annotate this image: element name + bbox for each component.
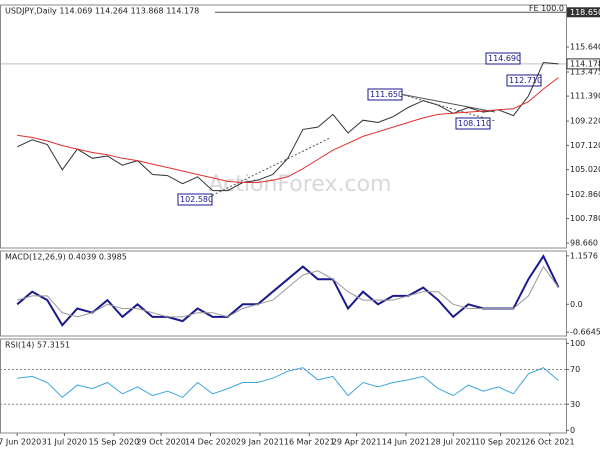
annotation-box bbox=[177, 193, 213, 206]
panel-title: USDJPY,Daily 114.069 114.264 113.868 114… bbox=[5, 7, 199, 16]
last-price-label: 114.178 bbox=[570, 59, 600, 68]
fe-label: FE 100.0 bbox=[529, 4, 564, 13]
y-tick-label: 100 bbox=[570, 339, 585, 348]
y-tick-label: 102.860 bbox=[570, 190, 600, 199]
y-tick-label: 1.1576 bbox=[570, 251, 598, 260]
trend-line bbox=[399, 93, 496, 122]
panel-title: MACD(12,26,9) 0.4039 0.3985 bbox=[5, 253, 127, 262]
y-tick-label: -0.6645 bbox=[570, 328, 600, 337]
x-tick-label: 15 Sep 2020 bbox=[88, 438, 139, 447]
annotation: 102.580 bbox=[180, 195, 213, 204]
annotation: 108.110 bbox=[458, 119, 491, 128]
annotation-box bbox=[506, 74, 542, 87]
y-tick-label: 111.390 bbox=[570, 92, 600, 101]
fe-tag bbox=[567, 7, 600, 18]
y-tick-label: 100.780 bbox=[570, 214, 600, 223]
y-tick-label: 98.660 bbox=[570, 239, 598, 248]
annotation-box bbox=[367, 88, 403, 101]
y-tick-label: 30 bbox=[570, 400, 580, 409]
x-tick-label: 28 Jul 2021 bbox=[431, 438, 476, 447]
x-tick-label: 10 Sep 2021 bbox=[475, 438, 526, 447]
annotation: 114.690 bbox=[488, 54, 521, 63]
panel-frame bbox=[0, 250, 567, 337]
y-tick-label: 105.020 bbox=[570, 165, 600, 174]
y-tick-label: 0 bbox=[570, 426, 575, 435]
annotation: 111.650 bbox=[370, 90, 403, 99]
watermark: ActionForex.com bbox=[209, 172, 392, 197]
x-tick-label: 29 Oct 2020 bbox=[136, 438, 185, 447]
x-tick-label: 17 Jun 2020 bbox=[0, 438, 41, 447]
x-tick-label: 29 Apr 2021 bbox=[332, 438, 381, 447]
y-tick-label: 107.120 bbox=[570, 141, 600, 150]
series-line bbox=[17, 77, 559, 183]
trend-line bbox=[399, 93, 496, 113]
annotation-box bbox=[485, 52, 521, 65]
x-tick-label: 31 Jul 2020 bbox=[42, 438, 87, 447]
x-tick-label: 16 Mar 2021 bbox=[284, 438, 335, 447]
panel-frame bbox=[0, 338, 567, 434]
triangle-lines bbox=[204, 93, 496, 200]
panel-title: RSI(14) 57.3151 bbox=[5, 341, 70, 350]
y-tick-label: 0.0 bbox=[570, 300, 583, 309]
y-tick-label: 109.220 bbox=[570, 117, 600, 126]
trend-line bbox=[204, 137, 331, 200]
last-price-tag bbox=[566, 58, 600, 70]
x-tick-label: 14 Jun 2021 bbox=[382, 438, 430, 447]
series-line bbox=[17, 265, 559, 318]
annotation: 112.710 bbox=[509, 76, 542, 85]
panel-frame bbox=[0, 4, 567, 249]
annotation-box bbox=[455, 117, 491, 130]
series-line bbox=[16, 61, 559, 192]
y-tick-label: 70 bbox=[570, 365, 580, 374]
x-tick-label: 29 Jan 2021 bbox=[236, 438, 284, 447]
fe-tag-label: 118.650 bbox=[570, 8, 600, 17]
y-tick-label: 113.475 bbox=[570, 68, 600, 77]
series-line bbox=[16, 254, 560, 327]
series-line bbox=[17, 367, 559, 398]
x-tick-label: 26 Oct 2021 bbox=[525, 438, 574, 447]
x-tick-label: 14 Dec 2020 bbox=[185, 438, 236, 447]
y-tick-label: 115.640 bbox=[570, 43, 600, 52]
